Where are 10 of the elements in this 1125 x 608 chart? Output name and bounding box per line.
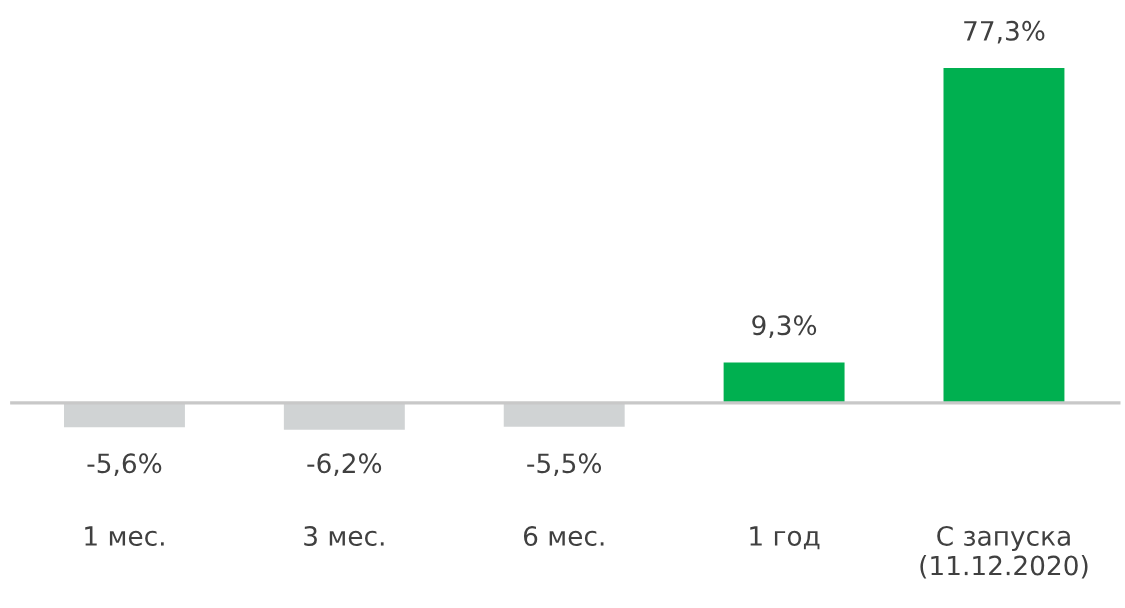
data-label: 9,3%	[752, 315, 817, 338]
data-label: -6,2%	[307, 453, 382, 476]
x-tick-label: 1 мес.	[85, 526, 164, 546]
data-label: -5,6%	[87, 453, 162, 476]
x-tick-label: 3 мес.	[304, 525, 384, 546]
data-label: -5,5%	[527, 453, 602, 476]
x-tick-label: 6 мес.	[523, 525, 604, 546]
x-tick-label: С запуска (11.12.2020)	[920, 525, 1088, 579]
data-label: 77,3%	[964, 20, 1045, 44]
x-tick-label: 1 год	[750, 526, 820, 550]
